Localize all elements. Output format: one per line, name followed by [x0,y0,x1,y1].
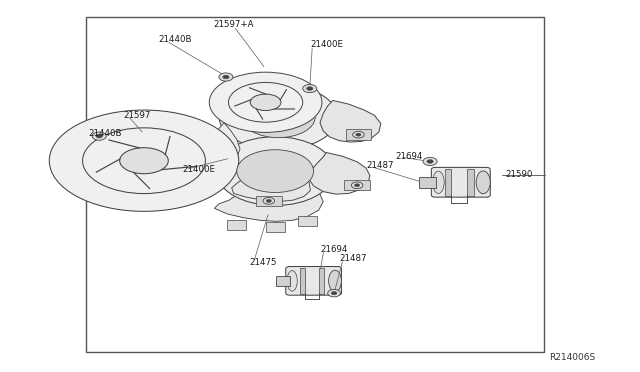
Polygon shape [309,153,370,194]
FancyBboxPatch shape [431,167,490,197]
Bar [227,220,246,230]
Bar [319,268,324,294]
Ellipse shape [433,171,444,193]
Circle shape [92,132,106,140]
Ellipse shape [329,270,342,292]
Circle shape [353,131,364,138]
Bar [275,276,291,286]
Circle shape [263,198,275,204]
FancyBboxPatch shape [344,180,370,190]
Ellipse shape [287,270,298,291]
Circle shape [266,199,271,202]
Circle shape [356,133,361,136]
Polygon shape [320,100,381,142]
Text: 21597: 21597 [123,111,150,120]
Text: 21694: 21694 [396,152,423,161]
Circle shape [332,292,337,295]
Ellipse shape [250,94,281,110]
Circle shape [219,73,233,81]
Text: 21487: 21487 [339,254,367,263]
Circle shape [351,182,363,189]
Circle shape [355,184,360,187]
Bar [419,177,436,188]
Ellipse shape [228,83,303,122]
Bar [445,169,451,196]
Polygon shape [214,182,323,221]
Circle shape [223,75,229,79]
FancyBboxPatch shape [285,266,342,295]
Circle shape [423,157,437,166]
Circle shape [328,289,340,297]
Text: 21597+A: 21597+A [213,20,254,29]
Bar [266,222,285,232]
FancyBboxPatch shape [346,129,371,140]
Text: 21590: 21590 [506,170,533,179]
Text: 21440B: 21440B [159,35,192,44]
Circle shape [96,134,102,138]
Circle shape [303,84,317,93]
Text: R214006S: R214006S [549,353,595,362]
Ellipse shape [49,110,239,211]
Circle shape [307,87,313,90]
Text: 21475: 21475 [250,258,277,267]
Circle shape [427,160,433,163]
Bar [86,17,544,352]
Ellipse shape [209,72,322,132]
Ellipse shape [120,148,168,174]
FancyBboxPatch shape [256,196,282,206]
Polygon shape [232,169,310,202]
Text: 21487: 21487 [366,161,394,170]
Bar [300,268,305,294]
Bar [298,216,317,226]
Polygon shape [208,123,240,166]
Text: 21694: 21694 [320,245,348,254]
Text: 21400E: 21400E [182,165,216,174]
Text: 21440B: 21440B [88,129,122,138]
Ellipse shape [83,128,205,193]
Ellipse shape [219,84,338,150]
Ellipse shape [476,171,490,194]
Bar [467,169,474,196]
Ellipse shape [216,137,334,205]
Ellipse shape [237,150,314,193]
Ellipse shape [241,97,315,138]
Text: 21400E: 21400E [310,40,344,49]
